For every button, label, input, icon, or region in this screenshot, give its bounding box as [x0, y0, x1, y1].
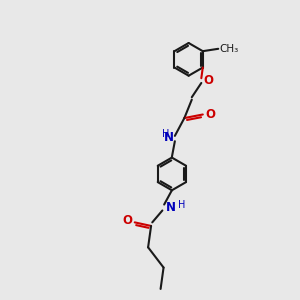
Text: CH₃: CH₃ [219, 44, 239, 54]
Text: O: O [204, 74, 214, 86]
Text: N: N [164, 131, 174, 144]
Text: N: N [166, 201, 176, 214]
Text: O: O [205, 108, 215, 121]
Text: H: H [162, 129, 169, 140]
Text: H: H [178, 200, 185, 209]
Text: O: O [122, 214, 132, 227]
